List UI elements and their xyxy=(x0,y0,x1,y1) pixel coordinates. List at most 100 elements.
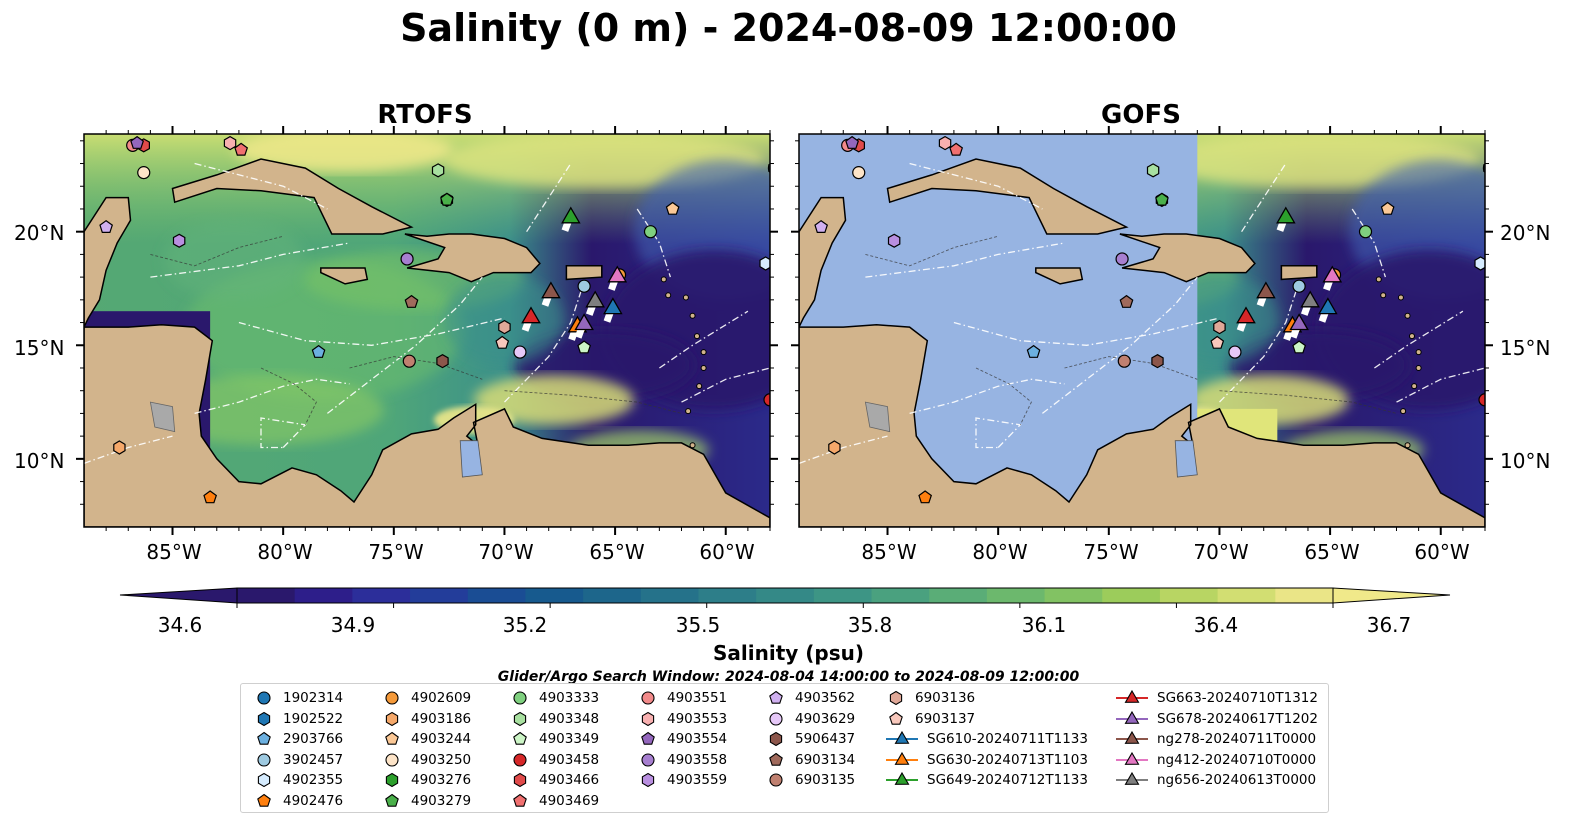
legend-label: ng278-20240711T0000 xyxy=(1157,731,1317,747)
legend-item: 1902522 xyxy=(253,709,343,729)
argo-float-4903559[interactable] xyxy=(887,233,901,248)
argo-float-4902476[interactable] xyxy=(203,490,218,504)
argo-float-6903136[interactable] xyxy=(1213,319,1226,335)
argo-float-4903458[interactable] xyxy=(763,393,776,407)
argo-float-4903244[interactable] xyxy=(1380,201,1395,215)
argo-float-6903137[interactable] xyxy=(1210,335,1225,349)
legend-marker-icon xyxy=(641,772,655,788)
eez-boundary xyxy=(636,208,672,278)
lake-nicaragua xyxy=(149,401,176,433)
argo-float-3902457[interactable] xyxy=(577,279,591,293)
eez-boundary xyxy=(150,242,350,278)
argo-float-4902355[interactable] xyxy=(759,256,771,271)
colorbar-segment xyxy=(986,588,1046,603)
argo-float-6903136[interactable] xyxy=(498,319,511,335)
argo-float-6903135[interactable] xyxy=(402,354,416,368)
colorbar-segment xyxy=(583,588,642,603)
glider-ng412-20240710T0000[interactable] xyxy=(1322,265,1343,283)
legend-marker-icon xyxy=(641,691,655,705)
eez-boundary xyxy=(1396,367,1485,403)
argo-float-4903279[interactable] xyxy=(1155,192,1169,206)
argo-float-6903135[interactable] xyxy=(1117,354,1131,368)
argo-float-4903469[interactable] xyxy=(949,142,964,156)
x-tick-label-right: 75°W xyxy=(1083,540,1139,564)
bathymetry-contour xyxy=(150,235,284,267)
legend-label: 4903553 xyxy=(667,710,728,727)
legend-label: 4902355 xyxy=(283,772,344,788)
argo-float-4903559[interactable] xyxy=(172,233,186,248)
legend-item: 5906437 xyxy=(765,729,855,749)
argo-float-4903186[interactable] xyxy=(113,440,126,455)
glider-ng656-20240613T0000[interactable] xyxy=(585,290,605,308)
glider-SG663-20240710T1312[interactable] xyxy=(1236,306,1256,324)
argo-float-4903554[interactable] xyxy=(845,135,860,149)
land-mass xyxy=(799,324,1485,527)
eez-boundary xyxy=(327,276,483,414)
legend-label: 4903629 xyxy=(795,710,856,727)
legend-item: 1902314 xyxy=(253,688,343,708)
legend-item: 6903134 xyxy=(765,750,855,770)
eez-boundary xyxy=(681,367,770,403)
argo-float-4903554[interactable] xyxy=(130,135,145,149)
bathymetry-contour xyxy=(349,356,483,380)
argo-float-5906437[interactable] xyxy=(1151,354,1164,369)
argo-float-4903244[interactable] xyxy=(665,201,680,215)
argo-float-6903134[interactable] xyxy=(1119,294,1134,308)
legend-label: 4903333 xyxy=(539,690,600,706)
legend-item: ng656-20240613T0000 xyxy=(1115,770,1316,790)
argo-float-3902457[interactable] xyxy=(1292,279,1306,293)
argo-float-4903469[interactable] xyxy=(234,142,249,156)
eez-boundary xyxy=(84,435,173,465)
argo-float-4903558[interactable] xyxy=(400,252,414,266)
legend-marker-icon xyxy=(257,752,271,767)
argo-float-4903458[interactable] xyxy=(1478,393,1491,407)
argo-float-4903348[interactable] xyxy=(431,163,445,178)
legend-marker-icon xyxy=(769,690,783,704)
argo-float-4903250[interactable] xyxy=(137,166,151,180)
argo-float-4903558[interactable] xyxy=(1115,252,1129,266)
glider-SG678-20240617T1202[interactable] xyxy=(1289,313,1309,331)
argo-float-4903553[interactable] xyxy=(223,135,237,151)
y-tick-label-left: 10°N xyxy=(14,449,65,473)
argo-float-4903629[interactable] xyxy=(1228,345,1242,359)
argo-float-2903766[interactable] xyxy=(311,344,326,358)
x-tick-label-left: 60°W xyxy=(699,540,755,564)
glider-ng656-20240613T0000[interactable] xyxy=(1300,290,1320,308)
land-mass xyxy=(1280,265,1318,281)
argo-float-2903766[interactable] xyxy=(1026,344,1041,358)
argo-float-4902476[interactable] xyxy=(918,490,933,504)
glider-SG649-20240712T1133[interactable] xyxy=(561,206,581,224)
legend-marker-icon xyxy=(385,793,399,807)
legend-label: 2903766 xyxy=(283,731,344,747)
argo-float-4903349[interactable] xyxy=(577,340,592,354)
glider-SG678-20240617T1202[interactable] xyxy=(574,313,594,331)
glider-ng278-20240711T0000[interactable] xyxy=(541,281,561,299)
glider-SG649-20240712T1133[interactable] xyxy=(1276,206,1296,224)
argo-float-4903349[interactable] xyxy=(1292,340,1307,354)
argo-float-6903137[interactable] xyxy=(495,335,510,349)
glider-SG663-20240710T1312[interactable] xyxy=(521,306,541,324)
colorbar-segment xyxy=(352,588,411,603)
glider-ng412-20240710T0000[interactable] xyxy=(607,265,628,283)
legend-label: SG630-20240713T1103 xyxy=(927,751,1088,768)
glider-SG610-20240711T1133[interactable] xyxy=(1318,297,1338,315)
argo-float-4903250[interactable] xyxy=(852,166,866,180)
argo-float-5906437[interactable] xyxy=(436,354,449,369)
argo-float-4903553[interactable] xyxy=(938,135,952,151)
argo-float-4903562[interactable] xyxy=(814,219,829,233)
argo-float-4903279[interactable] xyxy=(440,192,454,206)
argo-float-4902355[interactable] xyxy=(1474,256,1486,271)
argo-float-4903348[interactable] xyxy=(1146,163,1160,178)
argo-float-4903333[interactable] xyxy=(1358,225,1373,239)
argo-float-4903629[interactable] xyxy=(513,345,527,359)
argo-float-4903333[interactable] xyxy=(643,225,658,239)
argo-float-4903562[interactable] xyxy=(99,219,114,233)
argo-float-4903186[interactable] xyxy=(828,440,841,455)
argo-float-6903134[interactable] xyxy=(404,294,419,308)
legend-marker-icon xyxy=(513,731,527,745)
glider-SG610-20240711T1133[interactable] xyxy=(603,297,623,315)
legend-marker-icon xyxy=(1116,751,1148,765)
legend-label: 4903244 xyxy=(411,731,472,747)
map-frame xyxy=(83,133,771,528)
glider-ng278-20240711T0000[interactable] xyxy=(1256,281,1276,299)
